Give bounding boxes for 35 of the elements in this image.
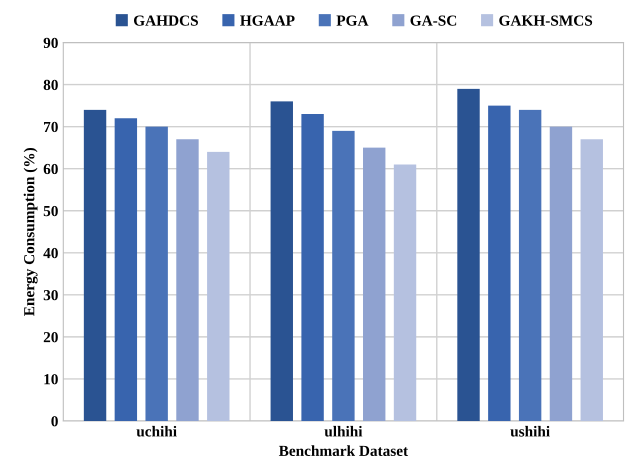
bar — [518, 110, 542, 421]
legend-label: HGAAP — [240, 15, 295, 26]
y-tick-label: 40 — [43, 248, 58, 258]
bar — [488, 106, 511, 421]
bar — [301, 114, 324, 421]
legend-label: GAKH-SMCS — [499, 15, 592, 26]
bar — [550, 126, 572, 421]
bar — [114, 118, 138, 421]
legend-label: GA-SC — [410, 15, 456, 26]
bar — [84, 110, 106, 421]
bar — [145, 126, 168, 421]
bar — [176, 139, 199, 421]
x-tick-label: ulhihi — [324, 426, 362, 437]
y-tick-label: 90 — [44, 38, 58, 48]
x-tick-label: ushihi — [510, 426, 550, 437]
y-tick-label: 80 — [44, 80, 58, 90]
bar — [332, 130, 355, 421]
x-tick-label: uchihi — [136, 426, 177, 437]
y-tick-label: 20 — [44, 332, 58, 342]
y-tick-label: 50 — [44, 206, 58, 216]
bar — [394, 164, 416, 421]
x-axis-title: Benchmark Dataset — [278, 445, 408, 456]
y-tick-label: 30 — [44, 290, 58, 300]
bar — [207, 152, 230, 421]
bar — [363, 148, 386, 421]
legend-label: PGA — [336, 15, 368, 26]
y-tick-label: 70 — [44, 122, 58, 132]
bar — [270, 101, 293, 421]
bar — [457, 88, 480, 421]
legend-label: GAHDCS — [134, 15, 198, 26]
bar — [580, 139, 603, 421]
y-tick-label: 60 — [44, 164, 58, 174]
y-tick-label: 0 — [51, 416, 58, 426]
y-axis-title: Energy Consumption (%) — [24, 148, 38, 316]
y-tick-label: 10 — [44, 374, 58, 384]
